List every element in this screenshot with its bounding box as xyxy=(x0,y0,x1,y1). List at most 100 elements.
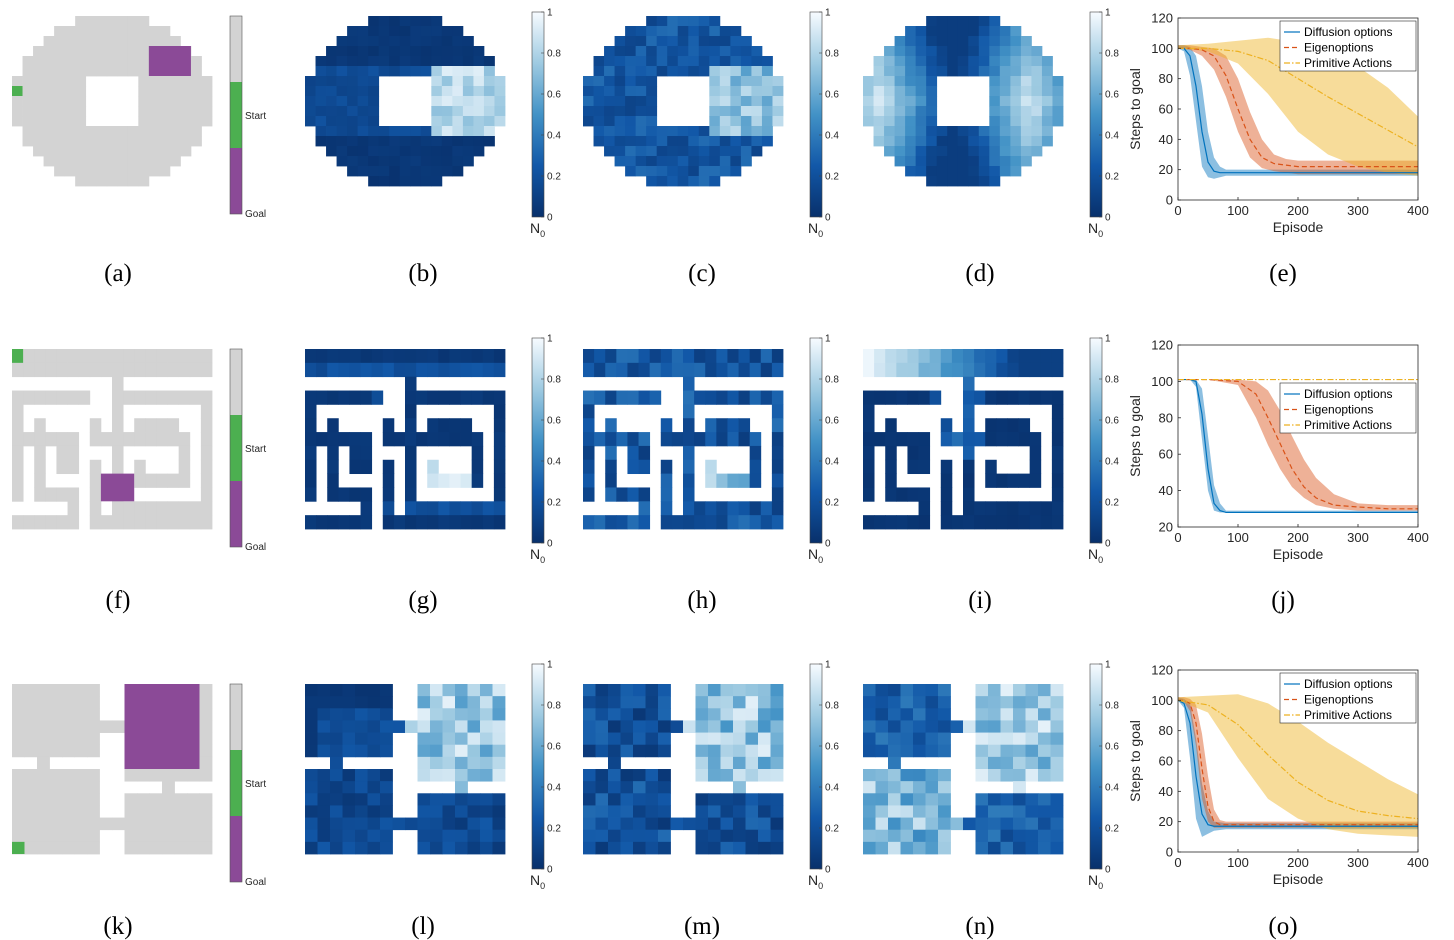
heat-cell xyxy=(963,418,975,433)
env-cell xyxy=(148,86,160,97)
heat-cell xyxy=(656,136,668,147)
heat-cell xyxy=(405,473,417,488)
heat-cell xyxy=(989,126,1001,137)
heat-cell xyxy=(389,156,401,167)
heat-cell xyxy=(884,126,895,137)
env-cell xyxy=(149,805,163,818)
env-cell xyxy=(162,817,175,831)
env-cell xyxy=(67,445,80,461)
heat-cell xyxy=(593,76,605,87)
heat-cell xyxy=(727,390,739,405)
heat-cell xyxy=(758,769,771,782)
heat-cell xyxy=(963,459,975,475)
env-cell xyxy=(190,136,202,147)
heat-cell xyxy=(330,817,343,831)
heat-cell xyxy=(938,732,951,746)
heat-cell xyxy=(420,156,432,167)
heat-cell xyxy=(989,176,1001,187)
heat-cell xyxy=(1018,515,1031,530)
heat-cell xyxy=(305,459,317,475)
heat-cell xyxy=(480,720,493,733)
heat-cell xyxy=(462,86,474,97)
env-cell xyxy=(43,116,55,127)
heat-cell xyxy=(913,720,926,733)
heat-cell xyxy=(595,732,609,746)
y-tick-label: 60 xyxy=(1159,447,1173,462)
heat-cell xyxy=(360,501,373,516)
heat-cell xyxy=(1031,106,1043,117)
heat-cell xyxy=(442,769,456,782)
heat-cell xyxy=(330,841,343,855)
heat-cell xyxy=(492,720,506,733)
heat-cell xyxy=(719,126,731,137)
heat-cell xyxy=(427,501,439,516)
heat-cell xyxy=(1040,501,1053,516)
heat-cell xyxy=(999,76,1011,87)
heat-cell xyxy=(427,418,439,433)
env-cell xyxy=(148,76,160,87)
env-cell xyxy=(74,817,88,831)
heat-cell xyxy=(305,793,318,806)
heat-cell xyxy=(355,829,368,843)
heat-cell xyxy=(431,166,443,177)
heat-cell xyxy=(698,176,710,187)
colorbar-tick-label: 0.4 xyxy=(825,783,839,794)
heat-cell xyxy=(604,66,615,77)
heat-cell xyxy=(336,126,348,137)
colorbar-tick-label: 0.6 xyxy=(547,90,561,101)
heat-cell xyxy=(985,473,997,488)
colorbar-tick-label: 0.2 xyxy=(1105,172,1119,183)
heat-cell xyxy=(683,376,695,391)
heat-cell xyxy=(989,56,1001,67)
heat-cell xyxy=(940,501,953,516)
env-cell xyxy=(37,732,50,746)
env-cell xyxy=(167,515,180,530)
heat-cell xyxy=(614,76,626,87)
heat-cell xyxy=(894,156,906,167)
heat-cell xyxy=(646,86,658,97)
heat-cell xyxy=(1050,817,1064,831)
heat-cell xyxy=(327,459,339,475)
heat-cell xyxy=(874,432,886,447)
env-cell xyxy=(67,432,80,447)
heat-cell xyxy=(963,362,975,378)
heat-cell xyxy=(380,793,393,806)
heat-cell xyxy=(926,166,938,177)
heat-cell xyxy=(988,756,1001,770)
env-cell xyxy=(54,166,66,177)
env-cell xyxy=(145,501,157,516)
heat-cell xyxy=(875,744,889,758)
y-tick-label: 80 xyxy=(1159,410,1173,425)
env-cell xyxy=(149,769,163,782)
heat-cell xyxy=(660,515,673,530)
heat-cell xyxy=(473,66,485,77)
heat-cell xyxy=(347,56,359,67)
heat-cell xyxy=(327,349,339,364)
heat-cell xyxy=(695,793,709,806)
heat-cell xyxy=(863,106,874,117)
heat-cell xyxy=(683,501,695,516)
heat-cell xyxy=(646,176,658,187)
heat-cell xyxy=(371,362,384,378)
heat-cell xyxy=(918,459,931,475)
heat-cell xyxy=(467,684,481,697)
heat-cell xyxy=(913,708,926,721)
heat-cell xyxy=(863,841,876,855)
heat-cell xyxy=(608,805,621,818)
heat-cell xyxy=(770,720,784,733)
heat-cell xyxy=(740,136,752,147)
heat-cell xyxy=(595,817,609,831)
heat-cell xyxy=(355,817,368,831)
heat-cell xyxy=(455,696,468,709)
heat-cell xyxy=(616,432,628,447)
heat-cell xyxy=(968,66,980,77)
heat-cell xyxy=(695,756,709,770)
heat-cell xyxy=(342,744,356,758)
heat-cell xyxy=(315,136,327,147)
heat-cell xyxy=(913,732,926,746)
heat-cell xyxy=(583,793,596,806)
heat-cell xyxy=(483,86,495,97)
colorbar-tick-label: 0 xyxy=(547,539,553,550)
